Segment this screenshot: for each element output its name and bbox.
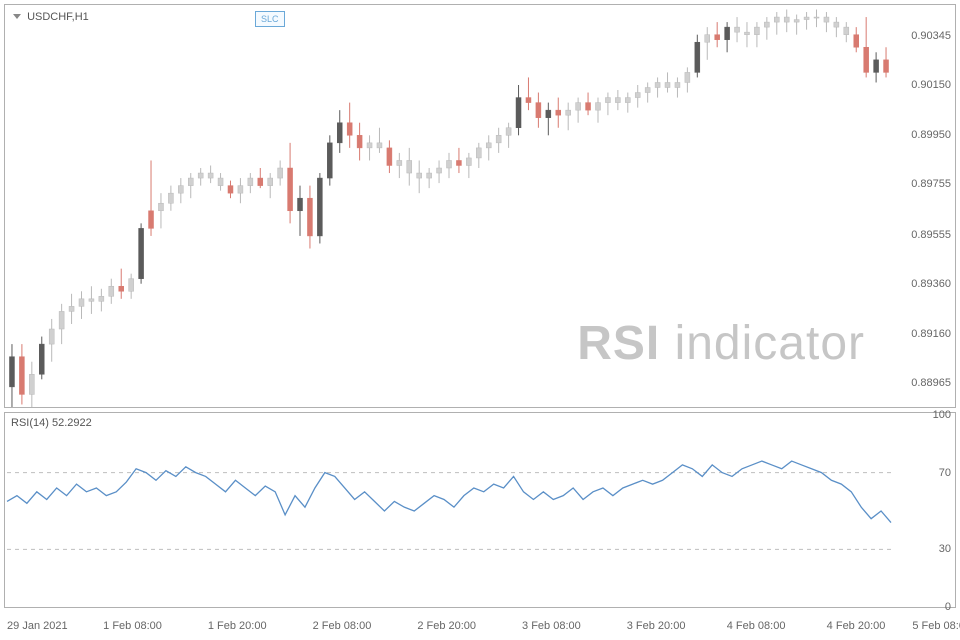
- time-tick-label: 2 Feb 20:00: [417, 620, 476, 632]
- rsi-tick-label: 70: [939, 467, 951, 479]
- price-tick-label: 0.89950: [911, 129, 951, 141]
- price-tick-label: 0.89360: [911, 278, 951, 290]
- price-tick-label: 0.89755: [911, 178, 951, 190]
- price-tick-label: 0.89160: [911, 328, 951, 340]
- price-tick-label: 0.88965: [911, 377, 951, 389]
- time-tick-label: 4 Feb 20:00: [827, 620, 886, 632]
- time-tick-label: 29 Jan 2021: [7, 620, 68, 632]
- rsi-tick-label: 30: [939, 543, 951, 555]
- price-tick-label: 0.89555: [911, 229, 951, 241]
- time-tick-label: 3 Feb 20:00: [627, 620, 686, 632]
- rsi-chart: [5, 413, 955, 607]
- price-tick-label: 0.90150: [911, 79, 951, 91]
- time-tick-label: 1 Feb 08:00: [103, 620, 162, 632]
- rsi-indicator-panel[interactable]: RSI(14) 52.2922 03070100: [4, 412, 956, 608]
- candlestick-chart: [5, 5, 955, 407]
- time-tick-label: 4 Feb 08:00: [727, 620, 786, 632]
- time-tick-label: 3 Feb 08:00: [522, 620, 581, 632]
- time-tick-label: 5 Feb 08:00: [912, 620, 960, 632]
- rsi-tick-label: 100: [933, 409, 951, 421]
- price-tick-label: 0.90345: [911, 30, 951, 42]
- time-tick-label: 1 Feb 20:00: [208, 620, 267, 632]
- time-tick-label: 2 Feb 08:00: [313, 620, 372, 632]
- price-chart-panel[interactable]: USDCHF,H1 SLC RSI indicator 0.889650.891…: [4, 4, 956, 408]
- time-axis: 29 Jan 2021 1 Feb 08:00 1 Feb 20:00 2 Feb 0…: [4, 610, 956, 636]
- chart-container: USDCHF,H1 SLC RSI indicator 0.889650.891…: [0, 0, 960, 640]
